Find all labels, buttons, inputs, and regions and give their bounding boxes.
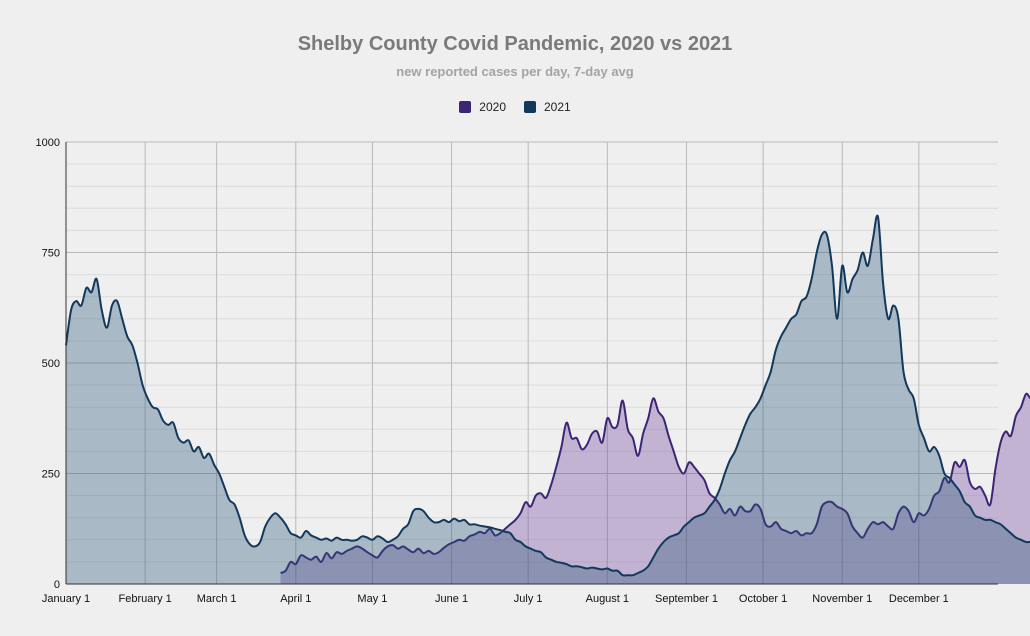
series-2021-line (65, 214, 1030, 577)
major-gridlines (66, 141, 998, 584)
y-tick-label: 250 (42, 469, 60, 481)
legend-label-2020: 2020 (479, 100, 506, 114)
x-tick-label: May 1 (357, 593, 387, 605)
chart-title: Shelby County Covid Pandemic, 2020 vs 20… (297, 33, 733, 55)
x-tick-label: February 1 (119, 593, 172, 605)
x-tick-label: April 1 (280, 593, 311, 605)
legend-swatch-2021 (524, 101, 536, 113)
series-2020-area (280, 393, 1030, 584)
series-2021-area (66, 215, 1030, 584)
x-tick-label: March 1 (197, 593, 237, 605)
x-tick-label: December 1 (889, 593, 949, 605)
x-tick-label: June 1 (435, 593, 468, 605)
x-tick-label: October 1 (739, 593, 787, 605)
x-tick-label: August 1 (586, 593, 629, 605)
y-tick-label: 500 (42, 358, 60, 370)
chart-subtitle: new reported cases per day, 7-day avg (396, 64, 634, 79)
x-tick-label: July 1 (514, 593, 543, 605)
legend-swatch-2020 (459, 101, 472, 113)
legend-item-2021[interactable]: 2021 (524, 100, 571, 114)
legend-item-2020[interactable]: 2020 (459, 100, 506, 114)
legend: 2020 2021 (0, 100, 1030, 114)
y-tick-label: 750 (42, 248, 60, 260)
y-tick-label: 0 (54, 579, 60, 591)
series-areas (65, 214, 1030, 584)
y-tick-label: 1000 (36, 137, 60, 149)
x-tick-label: November 1 (812, 593, 872, 605)
axes (65, 142, 998, 585)
legend-label-2021: 2021 (544, 100, 571, 114)
x-tick-label: September 1 (655, 593, 718, 605)
series-2020-line (280, 392, 1030, 574)
tick-labels: 0 250 500 750 1000 January 1 February 1 March 1… (36, 137, 949, 605)
x-tick-label: January 1 (42, 593, 90, 605)
